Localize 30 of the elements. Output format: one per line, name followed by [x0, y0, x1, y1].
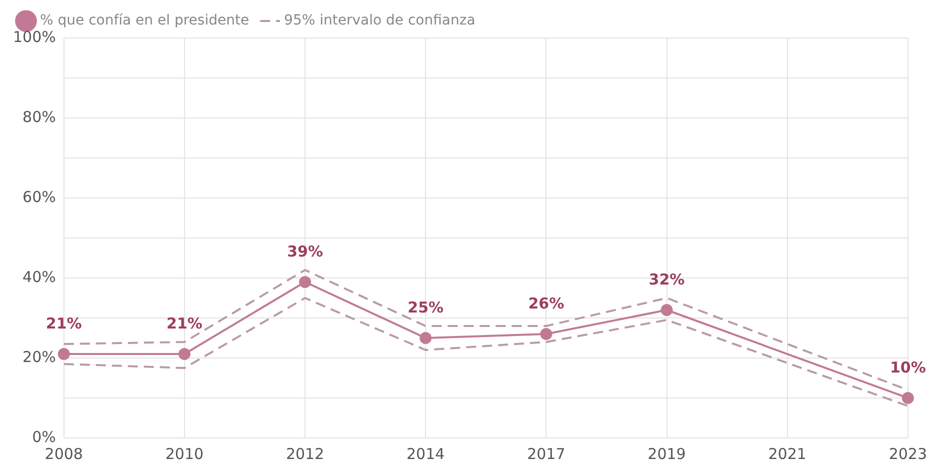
data-label: 10%: [890, 358, 926, 376]
legend-label: % que confía en el presidente: [40, 12, 250, 29]
point: [540, 328, 552, 340]
point: [902, 392, 914, 404]
x-tick-label: 2014: [406, 444, 445, 463]
x-tick-label: 2008: [44, 444, 83, 463]
y-tick-label: 0%: [32, 428, 56, 446]
x-tick-label: 2019: [648, 444, 686, 463]
point: [660, 304, 673, 316]
y-tick-label: 80%: [22, 108, 56, 126]
x-tick-label: 2012: [286, 444, 324, 463]
x-tick-label: 2017: [527, 444, 566, 463]
data-label: 32%: [648, 270, 685, 288]
x-tick-label: 2010: [165, 444, 204, 463]
data-label: 21%: [166, 314, 202, 332]
data-label: 26%: [528, 294, 564, 312]
y-tick-label: 20%: [22, 348, 56, 366]
y-tick-label: 100%: [12, 28, 56, 46]
y-tick-label: 40%: [22, 268, 56, 286]
x-tick-label: 2021: [768, 444, 806, 463]
legend-label: 95% intervalo de confianza: [284, 12, 476, 29]
data-label: 21%: [46, 314, 82, 332]
point: [420, 332, 432, 344]
data-label: 25%: [408, 298, 444, 316]
point: [299, 276, 312, 288]
y-tick-label: 60%: [22, 188, 56, 206]
x-tick-label: 2023: [888, 444, 928, 463]
data-label: 39%: [287, 242, 323, 260]
point: [178, 348, 190, 360]
point: [58, 348, 70, 360]
